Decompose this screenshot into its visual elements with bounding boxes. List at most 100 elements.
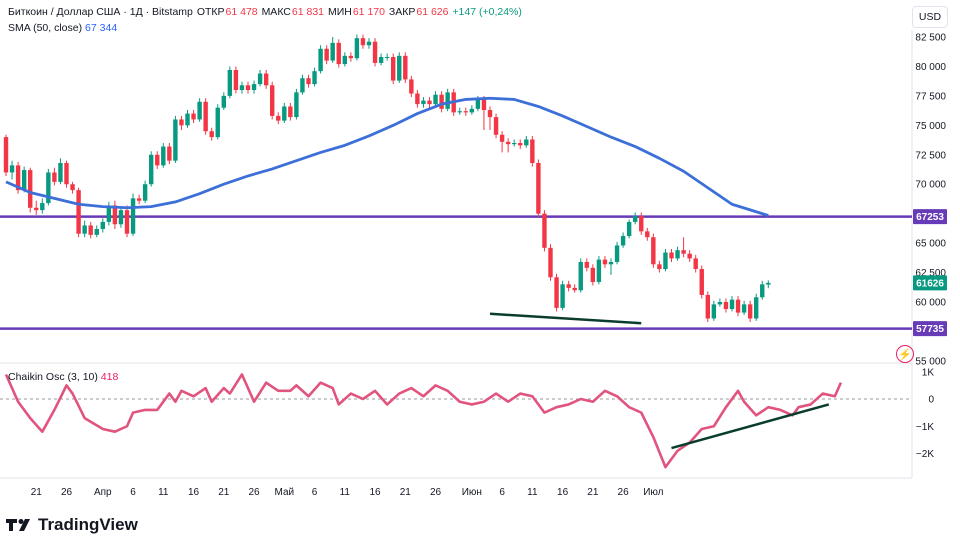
candle-body	[124, 210, 130, 234]
currency-button[interactable]: USD	[912, 6, 948, 28]
candle-body	[518, 143, 523, 146]
candle-body	[21, 170, 27, 191]
candle-body	[312, 71, 317, 85]
candle-body	[542, 213, 547, 248]
candle-body	[209, 131, 214, 138]
price-tick-label: 65 000	[915, 239, 946, 250]
level-price-tag	[913, 321, 947, 337]
candle-body	[215, 107, 220, 138]
candle-body	[15, 165, 21, 191]
candle-body	[572, 287, 577, 291]
candle-body	[136, 198, 142, 201]
candle-body	[88, 225, 93, 235]
time-tick-label: 26	[61, 487, 73, 498]
candle-body	[239, 85, 245, 90]
price-tick-label: 72 500	[915, 150, 946, 161]
candle-body	[639, 216, 644, 232]
candle-body	[288, 106, 293, 118]
osc-trendline	[671, 403, 830, 450]
candle-body	[457, 111, 462, 113]
candle-body	[112, 205, 118, 225]
candle-body	[378, 57, 384, 63]
high-value: 61 831	[291, 6, 325, 18]
candle-body	[409, 79, 414, 94]
candle-body	[155, 154, 160, 166]
lightning-icon[interactable]: ⚡	[896, 345, 914, 363]
candle-body	[421, 100, 426, 105]
candle-body	[536, 163, 541, 214]
candle-body	[372, 41, 378, 63]
candle-body	[505, 141, 511, 145]
candle-body	[663, 252, 668, 270]
candle-body	[348, 55, 354, 59]
time-tick-label: 26	[430, 487, 442, 498]
sma-legend[interactable]: SMA (50, close) 67 344	[8, 22, 117, 34]
high-label: МАКС	[261, 6, 291, 18]
level-price-label: 67253	[916, 212, 944, 223]
candle-body	[427, 100, 432, 105]
candle-body	[324, 48, 329, 61]
candle-body	[645, 231, 650, 238]
time-tick-label: 6	[312, 487, 318, 498]
candle-body	[596, 259, 602, 282]
candle-body	[469, 108, 475, 113]
candle-body	[626, 221, 632, 237]
candle-body	[276, 115, 281, 121]
candle-body	[530, 139, 535, 164]
symbol-header: Биткоин / Доллар США · 1Д · Bitstamp ОТК…	[8, 6, 523, 18]
tradingview-logo[interactable]: TradingView	[6, 515, 138, 535]
candle-body	[747, 304, 753, 319]
candle-body	[233, 69, 239, 90]
tradingview-logo-icon	[6, 519, 30, 531]
candle-body	[173, 119, 178, 161]
time-tick-label: 6	[130, 487, 136, 498]
time-tick-label: 16	[557, 487, 569, 498]
candle-body	[415, 93, 420, 105]
candle-body	[487, 110, 493, 118]
candle-body	[270, 85, 275, 116]
candle-body	[741, 304, 747, 313]
candle-body	[354, 38, 360, 59]
time-tick-label: 21	[400, 487, 412, 498]
price-tick-label: 82 500	[915, 33, 946, 44]
low-label: МИН	[327, 6, 352, 18]
candle-body	[366, 41, 372, 46]
candle-body	[360, 38, 366, 46]
candle-body	[330, 42, 335, 61]
open-value: 61 478	[225, 6, 258, 18]
time-tick-label: 26	[248, 487, 260, 498]
price-tick-label: 77 500	[915, 91, 946, 102]
candle-body	[669, 252, 674, 259]
time-tick-label: Апр	[94, 487, 112, 498]
close-label: ЗАКР	[388, 6, 416, 18]
candle-body	[245, 85, 251, 90]
candle-body	[191, 113, 196, 120]
candle-body	[760, 284, 765, 298]
candle-body	[161, 146, 166, 166]
candle-body	[560, 284, 565, 308]
candle-body	[439, 94, 444, 109]
candle-body	[70, 184, 75, 191]
time-tick-label: 26	[618, 487, 630, 498]
candle-body	[445, 92, 450, 109]
candle-body	[391, 57, 396, 81]
symbol-name: Биткоин / Доллар США · 1Д · Bitstamp	[8, 6, 193, 18]
candle-body	[499, 134, 505, 142]
candle-body	[100, 221, 105, 229]
low-value: 61 170	[352, 6, 385, 18]
price-tick-label: 80 000	[915, 62, 946, 73]
candle-body	[82, 225, 87, 234]
candle-body	[633, 216, 638, 222]
level-price-label: 57735	[916, 324, 944, 335]
candle-body	[306, 78, 311, 85]
candle-body	[221, 95, 226, 108]
candle-body	[608, 261, 614, 265]
candle-body	[118, 210, 124, 225]
chaikin-label: Chaikin Osc (3, 10)	[8, 371, 98, 383]
candle-body	[675, 250, 680, 259]
candle-body	[463, 111, 468, 113]
chaikin-legend[interactable]: Chaikin Osc (3, 10) 418	[8, 371, 118, 383]
candle-body	[584, 261, 589, 268]
candle-body	[699, 269, 704, 295]
